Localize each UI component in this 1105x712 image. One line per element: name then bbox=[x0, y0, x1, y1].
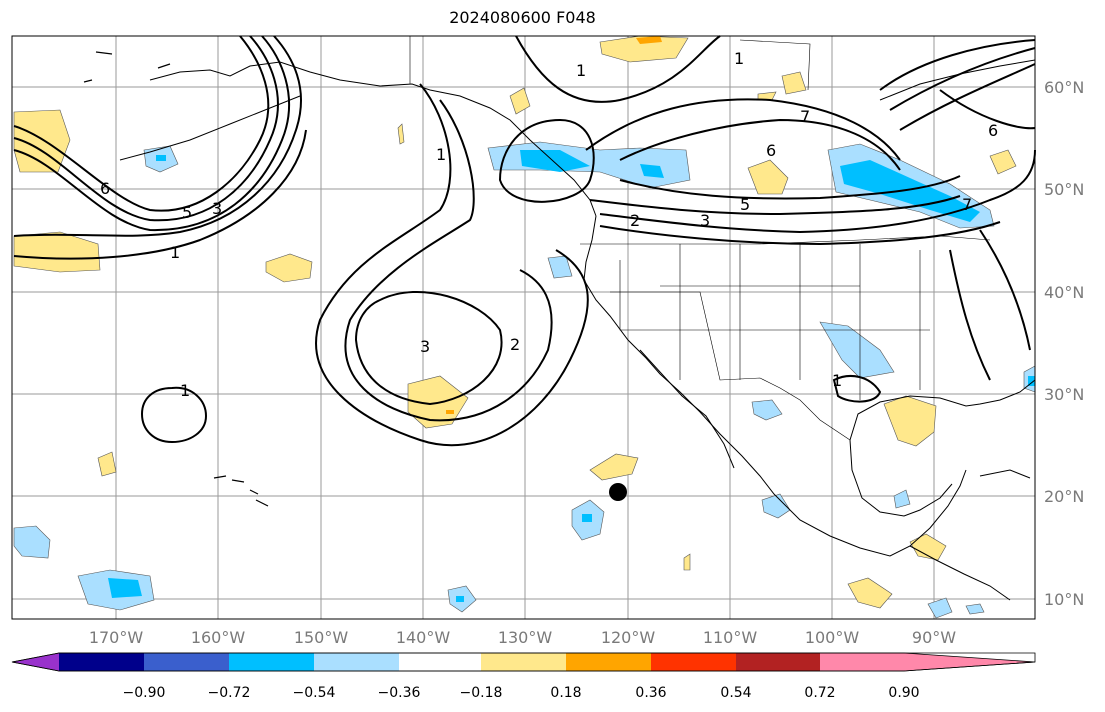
contour-lines bbox=[13, 35, 1036, 447]
positive-anomaly-shading bbox=[13, 35, 1017, 609]
strong-positive-shading bbox=[446, 36, 662, 414]
colorbar-bin bbox=[736, 653, 820, 671]
colorbar-bin bbox=[481, 653, 566, 671]
contour-label: 5 bbox=[182, 203, 192, 222]
colorbar-tick: −0.90 bbox=[123, 685, 166, 701]
colorbar-ticks: −0.90 −0.72 −0.54 −0.36 −0.18 0.18 0.36 … bbox=[123, 685, 920, 701]
latitude-labels: 60°N 50°N 40°N 30°N 20°N 10°N bbox=[1044, 78, 1084, 609]
contour-label: 1 bbox=[170, 243, 180, 262]
colorbar-extend-high bbox=[904, 653, 1035, 671]
colorbar-bin bbox=[314, 653, 399, 671]
strong-negative-shading bbox=[108, 150, 1035, 602]
contour-label: 1 bbox=[576, 61, 586, 80]
borders bbox=[409, 36, 991, 441]
lon-label: 150°W bbox=[294, 628, 349, 647]
colorbar-tick: −0.18 bbox=[460, 685, 503, 701]
map-frame bbox=[11, 35, 1036, 620]
contour-label: 1 bbox=[734, 49, 744, 68]
colorbar-tick: −0.36 bbox=[378, 685, 421, 701]
lon-label: 100°W bbox=[805, 628, 860, 647]
lat-label: 10°N bbox=[1044, 590, 1084, 609]
colorbar-tick: −0.54 bbox=[293, 685, 336, 701]
colorbar-extend-low bbox=[12, 653, 59, 671]
lat-label: 30°N bbox=[1044, 385, 1084, 404]
colorbar-bin bbox=[566, 653, 651, 671]
contour-label: 6 bbox=[100, 179, 110, 198]
colorbar-bin bbox=[399, 653, 481, 671]
colorbar-tick: 0.36 bbox=[635, 685, 666, 701]
contour-label: 2 bbox=[510, 335, 520, 354]
location-marker bbox=[609, 483, 627, 501]
colorbar-tick: 0.90 bbox=[888, 685, 919, 701]
lon-label: 140°W bbox=[396, 628, 451, 647]
contour-labels: 6 5 3 1 1 1 3 2 1 1 2 3 5 6 7 6 7 1 bbox=[100, 49, 998, 400]
contour-label: 2 bbox=[630, 211, 640, 230]
lon-label: 170°W bbox=[89, 628, 144, 647]
colorbar-bin bbox=[651, 653, 736, 671]
contour-label: 3 bbox=[420, 337, 430, 356]
island-outlines bbox=[83, 51, 269, 507]
map-title: 2024080600 F048 bbox=[449, 8, 596, 27]
lon-label: 160°W bbox=[191, 628, 246, 647]
longitude-labels: 170°W 160°W 150°W 140°W 130°W 120°W 110°… bbox=[89, 628, 956, 647]
colorbar-bin bbox=[820, 653, 904, 671]
colorbar-tick: 0.72 bbox=[804, 685, 835, 701]
lat-label: 60°N bbox=[1044, 78, 1084, 97]
contour-label: 3 bbox=[212, 199, 222, 218]
contour-label: 3 bbox=[700, 211, 710, 230]
contour-label: 1 bbox=[436, 145, 446, 164]
lat-label: 50°N bbox=[1044, 180, 1084, 199]
lon-label: 90°W bbox=[912, 628, 956, 647]
map-area bbox=[12, 36, 1035, 619]
colorbar-bin bbox=[229, 653, 314, 671]
colorbar-tick: 0.54 bbox=[720, 685, 751, 701]
lon-label: 110°W bbox=[703, 628, 758, 647]
colorbar bbox=[11, 652, 1036, 672]
lat-label: 20°N bbox=[1044, 487, 1084, 506]
contour-label: 7 bbox=[800, 107, 810, 126]
contour-label: 5 bbox=[740, 195, 750, 214]
colorbar-tick: −0.72 bbox=[208, 685, 251, 701]
contour-label: 6 bbox=[988, 121, 998, 140]
colorbar-bin bbox=[59, 653, 144, 671]
colorbar-bin bbox=[144, 653, 229, 671]
contour-label: 7 bbox=[962, 195, 972, 214]
lon-label: 130°W bbox=[498, 628, 553, 647]
lon-label: 120°W bbox=[601, 628, 656, 647]
contour-label: 1 bbox=[180, 381, 190, 400]
colorbar-tick: 0.18 bbox=[550, 685, 581, 701]
contour-label: 6 bbox=[766, 141, 776, 160]
lat-label: 40°N bbox=[1044, 283, 1084, 302]
contour-label: 1 bbox=[832, 371, 842, 390]
